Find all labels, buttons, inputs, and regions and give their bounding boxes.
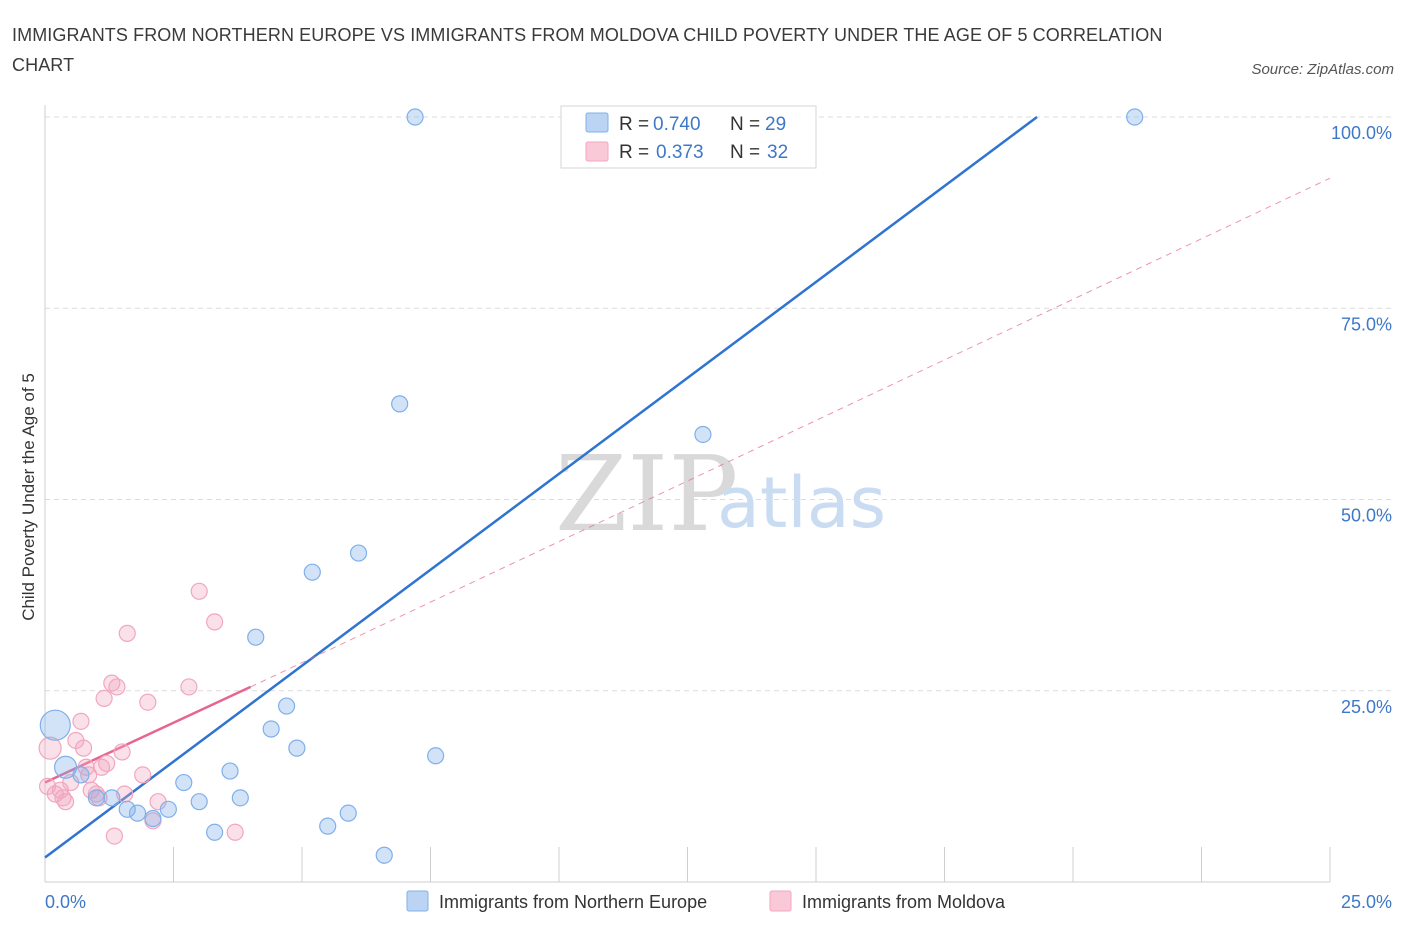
x-tick-label-0: 0.0%: [45, 892, 86, 912]
point-northern-europe-8: [159, 800, 177, 818]
point-moldova-26: [180, 678, 198, 696]
trend-line-extension-1: [250, 177, 1331, 688]
legend-n-value-1: 29: [765, 114, 786, 135]
y-tick-label-3: 100.0%: [1331, 123, 1392, 143]
point-moldova-30: [38, 777, 57, 795]
point-moldova-8: [74, 739, 93, 757]
chart-title: IMMIGRANTS FROM NORTHERN EUROPE VS IMMIG…: [12, 25, 1163, 75]
series-legend-swatch-moldova: [769, 890, 792, 912]
point-northern-europe-1: [53, 755, 78, 779]
series-legend-swatch-northern-europe: [406, 890, 429, 912]
point-moldova-23: [139, 693, 157, 711]
point-northern-europe-11: [206, 823, 224, 841]
point-northern-europe-3: [87, 789, 106, 807]
point-northern-europe-21: [349, 544, 368, 562]
legend-n-label-2: N =: [730, 142, 760, 163]
trend-line-0: [44, 115, 1038, 859]
legend-swatch-blue: [585, 112, 609, 133]
point-moldova-21: [118, 624, 136, 642]
point-moldova-0: [38, 736, 62, 760]
point-moldova-14: [95, 689, 113, 708]
point-northern-europe-27: [694, 425, 712, 444]
point-northern-europe-28: [1126, 108, 1144, 126]
series-legend-northern-europe: Immigrants from Northern Europe: [439, 892, 707, 912]
point-northern-europe-5: [118, 800, 136, 818]
watermark-atlas: atlas: [717, 462, 886, 544]
x-tick-label-1: 25.0%: [1341, 892, 1392, 912]
series-legend-moldova: Immigrants from Moldova: [802, 892, 1006, 912]
series-legend: Immigrants from Northern Europe Immigran…: [406, 890, 1006, 912]
tick-labels: 25.0% 50.0% 75.0% 100.0% 0.0% 25.0%: [45, 123, 1392, 912]
y-tick-label-2: 75.0%: [1341, 314, 1392, 334]
point-moldova-18: [108, 678, 126, 696]
point-moldova-7: [72, 712, 90, 730]
point-moldova-17: [105, 827, 123, 845]
point-northern-europe-13: [231, 789, 249, 807]
source-label: Source: ZipAtlas.com: [1251, 61, 1394, 78]
point-moldova-19: [113, 743, 131, 761]
legend-r-value-2: 0.373: [656, 142, 704, 163]
point-northern-europe-23: [391, 395, 409, 413]
point-northern-europe-12: [221, 762, 239, 780]
point-northern-europe-18: [303, 563, 321, 581]
legend-n-value-2: 32: [767, 142, 788, 163]
point-northern-europe-15: [262, 720, 280, 738]
point-moldova-27: [190, 582, 208, 600]
legend-r-label-1: R =: [619, 114, 649, 135]
point-moldova-22: [134, 766, 152, 784]
legend-r-label-2: R =: [619, 142, 649, 163]
y-tick-label-0: 25.0%: [1341, 697, 1392, 717]
axes: [44, 105, 1331, 883]
point-northern-europe-14: [247, 628, 265, 646]
point-northern-europe-9: [175, 773, 193, 792]
point-moldova-28: [206, 613, 224, 631]
y-tick-label-1: 50.0%: [1341, 506, 1392, 526]
point-northern-europe-17: [288, 739, 306, 757]
gridlines: [45, 116, 1392, 692]
legend-r-value-1: 0.740: [653, 114, 701, 135]
point-northern-europe-2: [72, 766, 90, 784]
point-northern-europe-7: [144, 809, 162, 828]
legend-swatch-pink: [585, 141, 609, 162]
point-northern-europe-22: [375, 846, 393, 864]
point-northern-europe-16: [277, 697, 296, 715]
point-northern-europe-4: [103, 789, 121, 807]
point-northern-europe-19: [319, 817, 337, 835]
point-northern-europe-0: [39, 709, 71, 741]
y-axis-label: Child Poverty Under the Age of 5: [19, 373, 38, 621]
data-points: [38, 108, 1144, 864]
watermark-zip: ZIP: [555, 433, 738, 555]
point-moldova-29: [226, 823, 244, 841]
point-moldova-4: [56, 793, 75, 811]
point-northern-europe-20: [339, 804, 357, 822]
point-northern-europe-10: [190, 793, 208, 811]
point-northern-europe-6: [128, 804, 147, 822]
legend-n-label-1: N =: [730, 114, 760, 135]
point-moldova-15: [98, 754, 116, 773]
point-northern-europe-25: [406, 108, 424, 126]
stats-legend: R = 0.740 N = 29 R = 0.373 N = 32: [560, 105, 817, 169]
point-northern-europe-24: [427, 747, 445, 765]
